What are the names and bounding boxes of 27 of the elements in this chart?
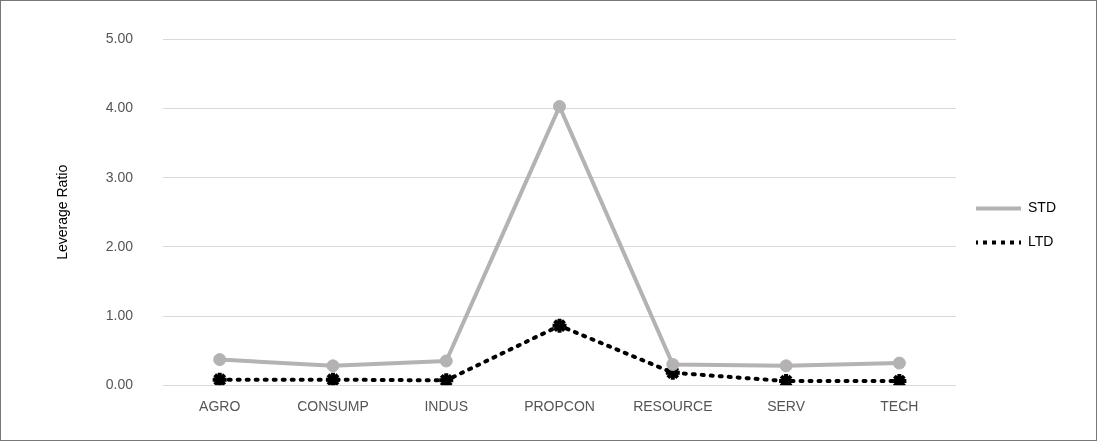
- point: [323, 370, 342, 386]
- y-axis-title: Leverage Ratio: [54, 164, 71, 260]
- point: [326, 359, 340, 373]
- x-tick-label: TECH: [880, 398, 919, 415]
- point: [666, 357, 680, 371]
- point: [210, 370, 229, 386]
- x-tick-label: RESOURCE: [633, 398, 713, 415]
- y-tick-label: 2.00: [105, 237, 134, 254]
- legend-label: LTD: [1028, 233, 1054, 250]
- x-tick-label: CONSUMP: [297, 398, 369, 415]
- x-tick-label: AGRO: [199, 398, 241, 415]
- point: [779, 359, 793, 373]
- y-tick-label: 1.00: [105, 306, 134, 323]
- y-tick-label: 4.00: [105, 99, 134, 116]
- x-tick-label: INDUS: [424, 398, 469, 415]
- point: [437, 371, 456, 386]
- point: [892, 356, 906, 370]
- y-tick-label: 0.00: [105, 376, 134, 393]
- y-tick-label: 5.00: [105, 30, 134, 47]
- point: [439, 354, 453, 368]
- x-tick-label: PROPCON: [524, 398, 595, 415]
- point: [550, 316, 569, 335]
- point: [553, 99, 567, 113]
- point: [213, 353, 227, 367]
- y-tick-label: 3.00: [105, 168, 134, 185]
- legend-label: STD: [1028, 199, 1056, 216]
- x-tick-label: SERV: [767, 398, 806, 415]
